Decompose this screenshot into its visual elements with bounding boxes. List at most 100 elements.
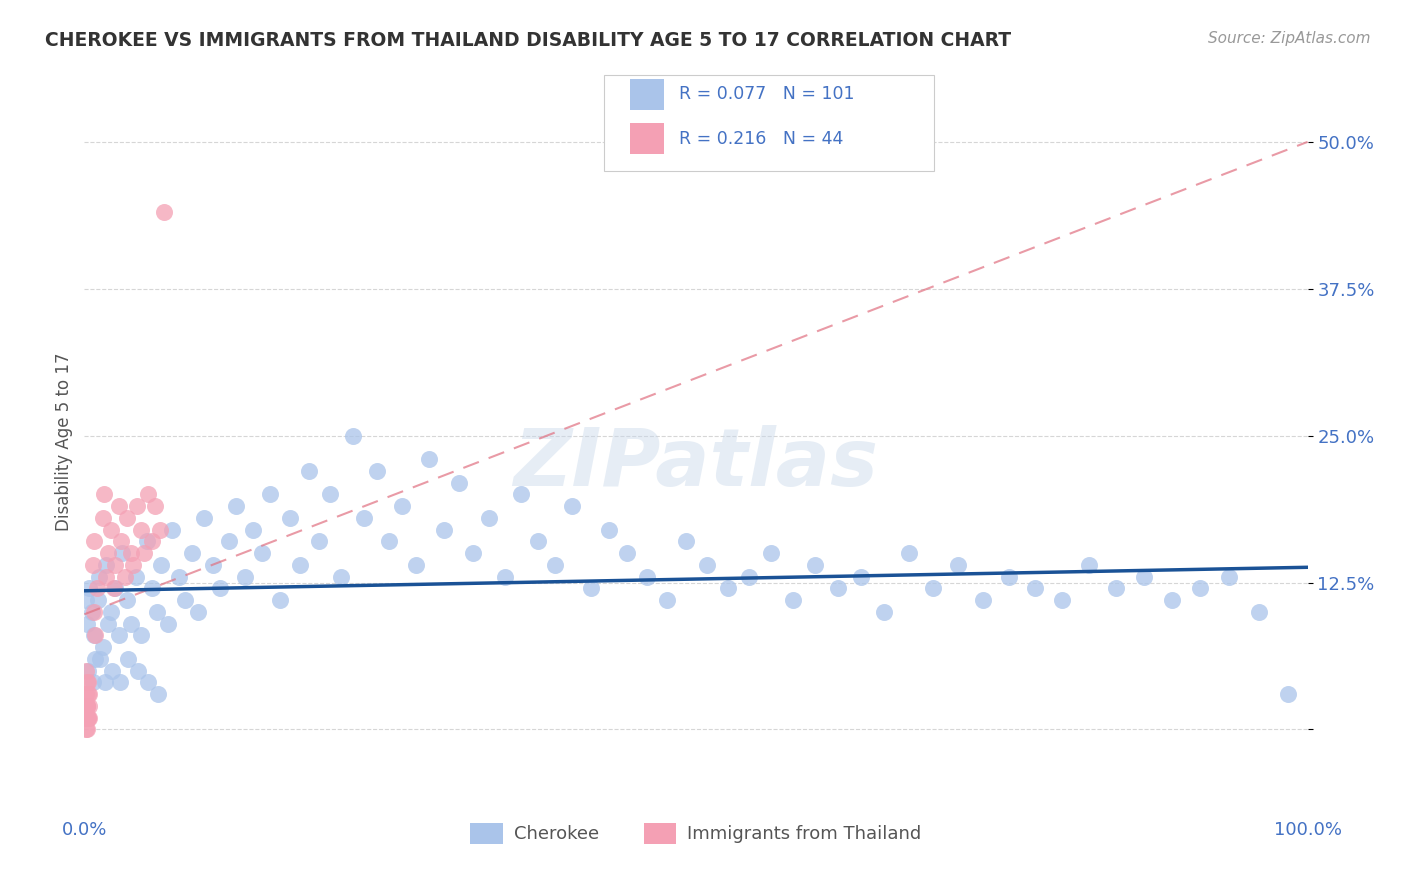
Point xyxy=(1077,558,1099,572)
Point xyxy=(103,582,125,596)
Point xyxy=(77,582,100,596)
Point xyxy=(259,487,281,501)
FancyBboxPatch shape xyxy=(605,75,935,171)
Point xyxy=(100,605,122,619)
Point xyxy=(655,593,678,607)
Point xyxy=(76,723,98,737)
Y-axis label: Disability Age 5 to 17: Disability Age 5 to 17 xyxy=(55,352,73,531)
Point xyxy=(391,499,413,513)
Point xyxy=(225,499,247,513)
Point xyxy=(76,698,98,713)
Point xyxy=(83,534,105,549)
Point xyxy=(897,546,920,560)
Point xyxy=(96,570,118,584)
Point xyxy=(510,487,533,501)
Point xyxy=(84,628,107,642)
Text: R = 0.077   N = 101: R = 0.077 N = 101 xyxy=(679,86,855,103)
Point xyxy=(75,664,97,678)
Point xyxy=(378,534,401,549)
FancyBboxPatch shape xyxy=(630,78,664,110)
Point xyxy=(75,593,97,607)
Point xyxy=(136,487,159,501)
Point xyxy=(122,558,145,572)
Point xyxy=(598,523,620,537)
Point xyxy=(759,546,782,560)
Point xyxy=(76,698,98,713)
Point xyxy=(77,698,100,713)
Point xyxy=(134,546,156,560)
Point xyxy=(76,711,98,725)
Point xyxy=(77,675,100,690)
Point xyxy=(433,523,456,537)
Point xyxy=(544,558,567,572)
Point xyxy=(108,675,131,690)
Point xyxy=(308,534,330,549)
Point xyxy=(849,570,872,584)
Point xyxy=(1132,570,1154,584)
Point xyxy=(75,687,97,701)
Point xyxy=(616,546,638,560)
Point xyxy=(167,570,190,584)
Point xyxy=(193,511,215,525)
Point xyxy=(82,558,104,572)
Point xyxy=(114,570,136,584)
Point xyxy=(1188,582,1211,596)
Point xyxy=(141,534,163,549)
Point xyxy=(101,664,124,678)
Point xyxy=(418,452,440,467)
Point xyxy=(319,487,342,501)
Point xyxy=(93,487,115,501)
Point xyxy=(145,605,167,619)
Point xyxy=(97,616,120,631)
Legend: Cherokee, Immigrants from Thailand: Cherokee, Immigrants from Thailand xyxy=(463,815,929,851)
Point xyxy=(330,570,353,584)
Point xyxy=(494,570,516,584)
Point xyxy=(1277,687,1299,701)
Point xyxy=(946,558,969,572)
Point xyxy=(242,523,264,537)
Point xyxy=(201,558,224,572)
Point xyxy=(998,570,1021,584)
Point xyxy=(366,464,388,478)
Point xyxy=(77,687,100,701)
Point xyxy=(187,605,209,619)
Point xyxy=(463,546,485,560)
Point xyxy=(146,687,169,701)
Point xyxy=(83,605,105,619)
Point xyxy=(298,464,321,478)
Point xyxy=(120,546,142,560)
Point xyxy=(675,534,697,549)
Point xyxy=(972,593,994,607)
Point xyxy=(115,511,138,525)
Point xyxy=(104,582,127,596)
Point xyxy=(75,723,97,737)
Point xyxy=(120,616,142,631)
Point xyxy=(803,558,825,572)
Point xyxy=(87,593,110,607)
Point xyxy=(110,534,132,549)
Point xyxy=(77,711,100,725)
Point xyxy=(115,593,138,607)
Point xyxy=(150,558,173,572)
Point xyxy=(83,628,105,642)
Point xyxy=(94,675,117,690)
Point xyxy=(76,675,98,690)
Point xyxy=(127,664,149,678)
Point xyxy=(209,582,232,596)
Point xyxy=(76,698,98,713)
Point xyxy=(1218,570,1240,584)
Point xyxy=(91,640,114,655)
Point xyxy=(80,605,103,619)
Point xyxy=(149,523,172,537)
Point xyxy=(447,475,470,490)
Point xyxy=(1160,593,1182,607)
Point xyxy=(77,711,100,725)
Point xyxy=(82,675,104,690)
Point xyxy=(782,593,804,607)
Text: R = 0.216   N = 44: R = 0.216 N = 44 xyxy=(679,129,844,148)
Point xyxy=(141,582,163,596)
Point xyxy=(153,205,176,219)
Point xyxy=(1247,605,1270,619)
Text: ZIPatlas: ZIPatlas xyxy=(513,425,879,503)
Point xyxy=(717,582,740,596)
